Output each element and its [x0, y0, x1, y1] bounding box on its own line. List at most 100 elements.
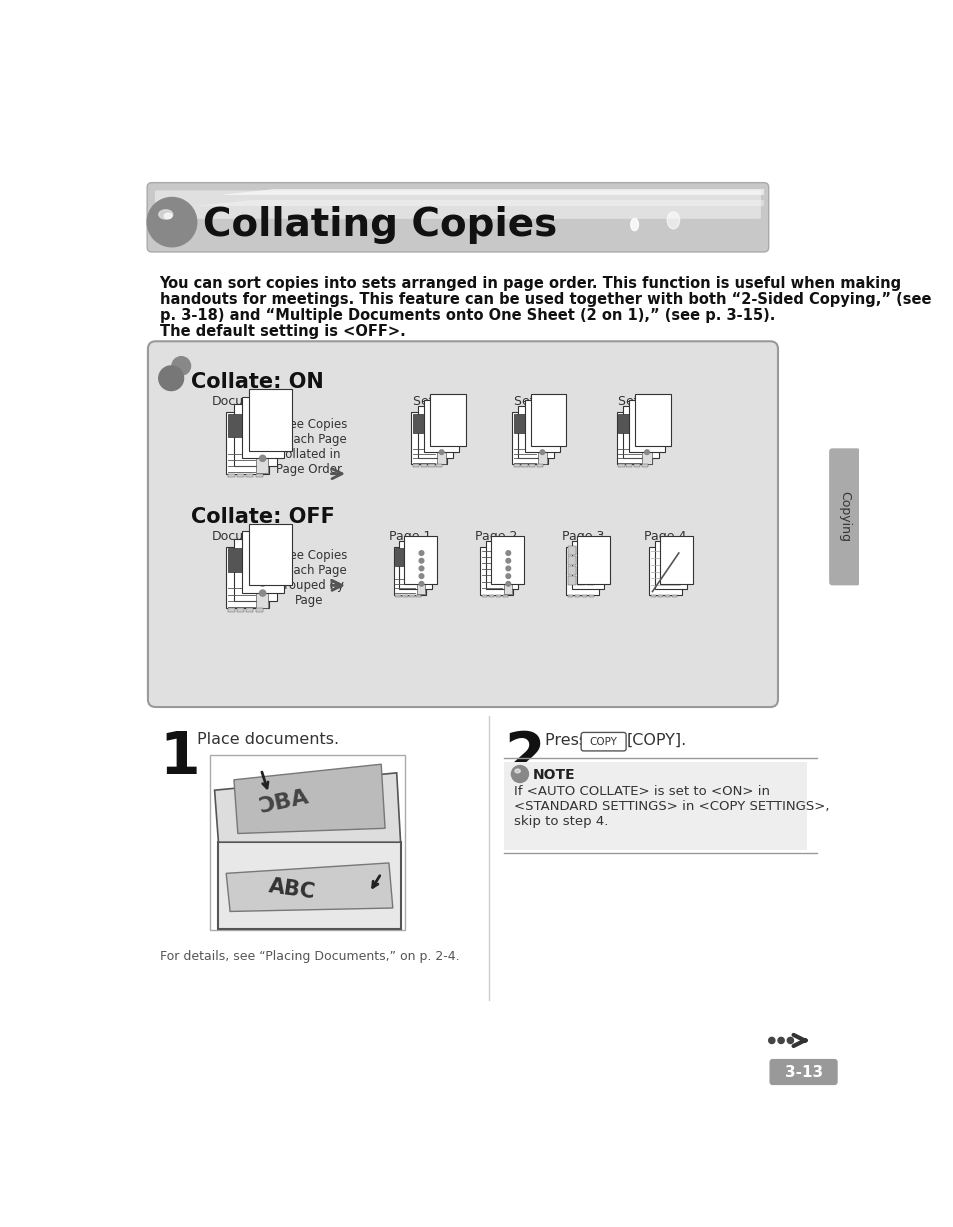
- Text: You can sort copies into sets arranged in page order. This function is useful wh: You can sort copies into sets arranged i…: [159, 276, 901, 291]
- FancyBboxPatch shape: [395, 595, 400, 596]
- Circle shape: [505, 558, 510, 563]
- FancyBboxPatch shape: [241, 396, 284, 459]
- FancyBboxPatch shape: [226, 547, 269, 609]
- Text: Collating Copies: Collating Copies: [203, 205, 557, 243]
- FancyBboxPatch shape: [769, 1059, 837, 1085]
- FancyBboxPatch shape: [650, 595, 656, 596]
- Ellipse shape: [164, 213, 172, 218]
- FancyBboxPatch shape: [226, 412, 269, 474]
- FancyBboxPatch shape: [488, 595, 494, 596]
- Circle shape: [644, 450, 649, 454]
- FancyBboxPatch shape: [577, 546, 584, 555]
- Circle shape: [505, 566, 510, 571]
- Circle shape: [259, 445, 266, 452]
- FancyBboxPatch shape: [236, 474, 244, 477]
- Circle shape: [539, 433, 544, 438]
- FancyBboxPatch shape: [402, 595, 407, 596]
- Circle shape: [644, 416, 649, 421]
- Text: Set 3: Set 3: [618, 395, 650, 409]
- FancyBboxPatch shape: [586, 566, 594, 574]
- Circle shape: [259, 580, 266, 587]
- Circle shape: [418, 574, 423, 578]
- FancyBboxPatch shape: [436, 465, 442, 466]
- FancyBboxPatch shape: [659, 536, 692, 584]
- FancyBboxPatch shape: [256, 413, 268, 472]
- Circle shape: [439, 442, 443, 445]
- Circle shape: [505, 551, 510, 556]
- FancyBboxPatch shape: [416, 595, 421, 596]
- Polygon shape: [218, 842, 400, 929]
- Text: Documents: Documents: [212, 530, 282, 542]
- Text: Set 1: Set 1: [413, 395, 445, 409]
- FancyBboxPatch shape: [580, 733, 625, 751]
- Circle shape: [259, 436, 266, 442]
- Ellipse shape: [158, 210, 172, 220]
- Circle shape: [539, 442, 544, 445]
- Circle shape: [418, 566, 423, 571]
- FancyBboxPatch shape: [625, 465, 632, 466]
- FancyBboxPatch shape: [256, 547, 268, 607]
- Polygon shape: [196, 200, 763, 206]
- FancyBboxPatch shape: [228, 413, 251, 437]
- Text: Set 2: Set 2: [514, 395, 546, 409]
- Text: Collate: OFF: Collate: OFF: [191, 507, 335, 526]
- FancyBboxPatch shape: [398, 541, 431, 589]
- Text: Three Copies
of Each Page
Collated in
Page Order: Three Copies of Each Page Collated in Pa…: [270, 418, 348, 476]
- FancyBboxPatch shape: [586, 546, 594, 555]
- Text: Page 4: Page 4: [644, 530, 686, 542]
- FancyBboxPatch shape: [436, 413, 446, 464]
- Text: Page 3: Page 3: [561, 530, 603, 542]
- FancyBboxPatch shape: [513, 465, 519, 466]
- FancyBboxPatch shape: [420, 465, 427, 466]
- FancyBboxPatch shape: [618, 465, 624, 466]
- FancyBboxPatch shape: [567, 595, 573, 596]
- FancyBboxPatch shape: [581, 595, 587, 596]
- FancyBboxPatch shape: [246, 609, 253, 611]
- FancyBboxPatch shape: [641, 465, 647, 466]
- FancyBboxPatch shape: [210, 755, 405, 930]
- FancyBboxPatch shape: [577, 536, 609, 584]
- FancyBboxPatch shape: [664, 595, 670, 596]
- Text: Place documents.: Place documents.: [196, 731, 338, 747]
- Ellipse shape: [515, 769, 519, 773]
- Text: Page 2: Page 2: [475, 530, 517, 542]
- FancyBboxPatch shape: [413, 465, 418, 466]
- Circle shape: [505, 582, 510, 587]
- FancyBboxPatch shape: [517, 406, 554, 459]
- FancyBboxPatch shape: [413, 413, 432, 433]
- Text: ƆBA: ƆBA: [257, 788, 311, 817]
- FancyBboxPatch shape: [622, 406, 658, 459]
- Circle shape: [259, 550, 266, 556]
- Polygon shape: [220, 189, 763, 195]
- Circle shape: [259, 415, 266, 421]
- Text: The default setting is <OFF>.: The default setting is <OFF>.: [159, 324, 405, 340]
- FancyBboxPatch shape: [249, 524, 292, 585]
- FancyBboxPatch shape: [249, 389, 292, 450]
- Circle shape: [511, 766, 528, 783]
- FancyBboxPatch shape: [246, 474, 253, 477]
- Text: For details, see “Placing Documents,” on p. 2-4.: For details, see “Placing Documents,” on…: [159, 951, 458, 963]
- FancyBboxPatch shape: [409, 595, 415, 596]
- FancyBboxPatch shape: [577, 556, 584, 564]
- Polygon shape: [226, 863, 393, 912]
- Text: 3-13: 3-13: [783, 1065, 821, 1080]
- Polygon shape: [233, 764, 385, 833]
- Text: Three Copies
of Each Page
Grouped by
Page: Three Copies of Each Page Grouped by Pag…: [270, 550, 348, 607]
- FancyBboxPatch shape: [395, 548, 413, 566]
- Polygon shape: [214, 773, 400, 842]
- FancyBboxPatch shape: [512, 412, 547, 465]
- FancyBboxPatch shape: [154, 190, 760, 218]
- Circle shape: [259, 426, 266, 432]
- FancyBboxPatch shape: [394, 547, 426, 595]
- FancyBboxPatch shape: [828, 448, 860, 585]
- FancyBboxPatch shape: [233, 405, 276, 466]
- FancyBboxPatch shape: [255, 474, 262, 477]
- Text: Documents: Documents: [212, 395, 282, 409]
- Circle shape: [539, 416, 544, 421]
- Circle shape: [778, 1037, 783, 1043]
- FancyBboxPatch shape: [524, 400, 559, 453]
- Text: 2: 2: [504, 729, 544, 785]
- Circle shape: [644, 442, 649, 445]
- FancyBboxPatch shape: [567, 577, 575, 584]
- FancyBboxPatch shape: [502, 595, 508, 596]
